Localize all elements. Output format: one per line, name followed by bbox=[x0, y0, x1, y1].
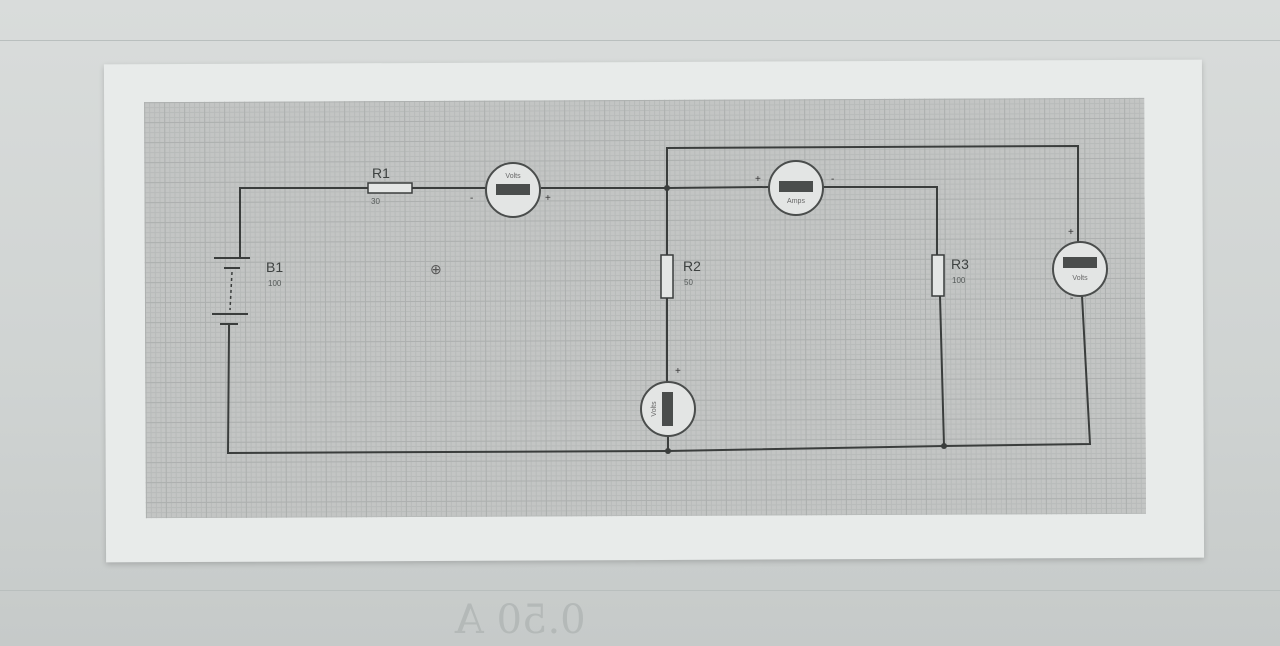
meter-display bbox=[1063, 257, 1097, 268]
wire-outer-top bbox=[666, 144, 1079, 243]
wire-junction-ammeter bbox=[666, 186, 770, 189]
voltmeter-right[interactable]: Volts bbox=[1052, 241, 1108, 297]
meter-display bbox=[662, 392, 673, 426]
meter-plus-sign: + bbox=[1068, 227, 1074, 238]
wire-r3-bottom bbox=[939, 295, 945, 447]
junction-dot bbox=[665, 448, 671, 454]
junction-dot bbox=[941, 443, 947, 449]
meter-display bbox=[496, 184, 530, 195]
battery-label: B1 bbox=[266, 259, 284, 275]
wire-ammeter-r3 bbox=[823, 186, 938, 255]
meter-unit-label: Volts bbox=[651, 401, 658, 417]
wire-top-left bbox=[239, 187, 368, 250]
wire-bottom bbox=[226, 329, 945, 455]
junction-dot bbox=[664, 185, 670, 191]
r2-label: R2 bbox=[683, 258, 701, 274]
meter-unit-label: Volts bbox=[505, 173, 521, 180]
r3-value: 100 bbox=[952, 276, 966, 285]
battery-symbol bbox=[212, 250, 250, 330]
crosshair-icon: ⊕ bbox=[430, 261, 442, 277]
meter-plus-sign: + bbox=[545, 193, 551, 204]
meter-minus-sign: - bbox=[831, 174, 835, 185]
notebook-line bbox=[0, 590, 1280, 591]
wire-right-meter bbox=[943, 295, 1092, 447]
voltmeter-r1[interactable]: Volts bbox=[485, 162, 541, 218]
meter-plus-sign: + bbox=[755, 174, 761, 185]
r3-label: R3 bbox=[951, 256, 969, 272]
handwriting-bleedthrough: 0.50 A bbox=[455, 597, 586, 643]
meter-unit-label: Amps bbox=[787, 198, 805, 205]
meter-unit-label: Volts bbox=[1072, 275, 1088, 282]
ammeter-r3[interactable]: Amps bbox=[768, 160, 824, 216]
r3-resistor bbox=[931, 254, 945, 297]
r1-resistor bbox=[367, 182, 413, 194]
meter-minus-sign: - bbox=[470, 193, 474, 204]
meter-display bbox=[779, 181, 813, 192]
notebook-line bbox=[0, 40, 1280, 41]
meter-minus-sign: - bbox=[1070, 293, 1074, 304]
r2-resistor bbox=[660, 254, 674, 299]
r1-value: 30 bbox=[371, 197, 380, 206]
r2-value: 50 bbox=[684, 278, 693, 287]
r1-label: R1 bbox=[372, 165, 390, 181]
battery-value: 100 bbox=[268, 279, 282, 288]
voltmeter-bottom[interactable]: Volts bbox=[640, 381, 696, 437]
meter-plus-sign: + bbox=[675, 366, 681, 377]
